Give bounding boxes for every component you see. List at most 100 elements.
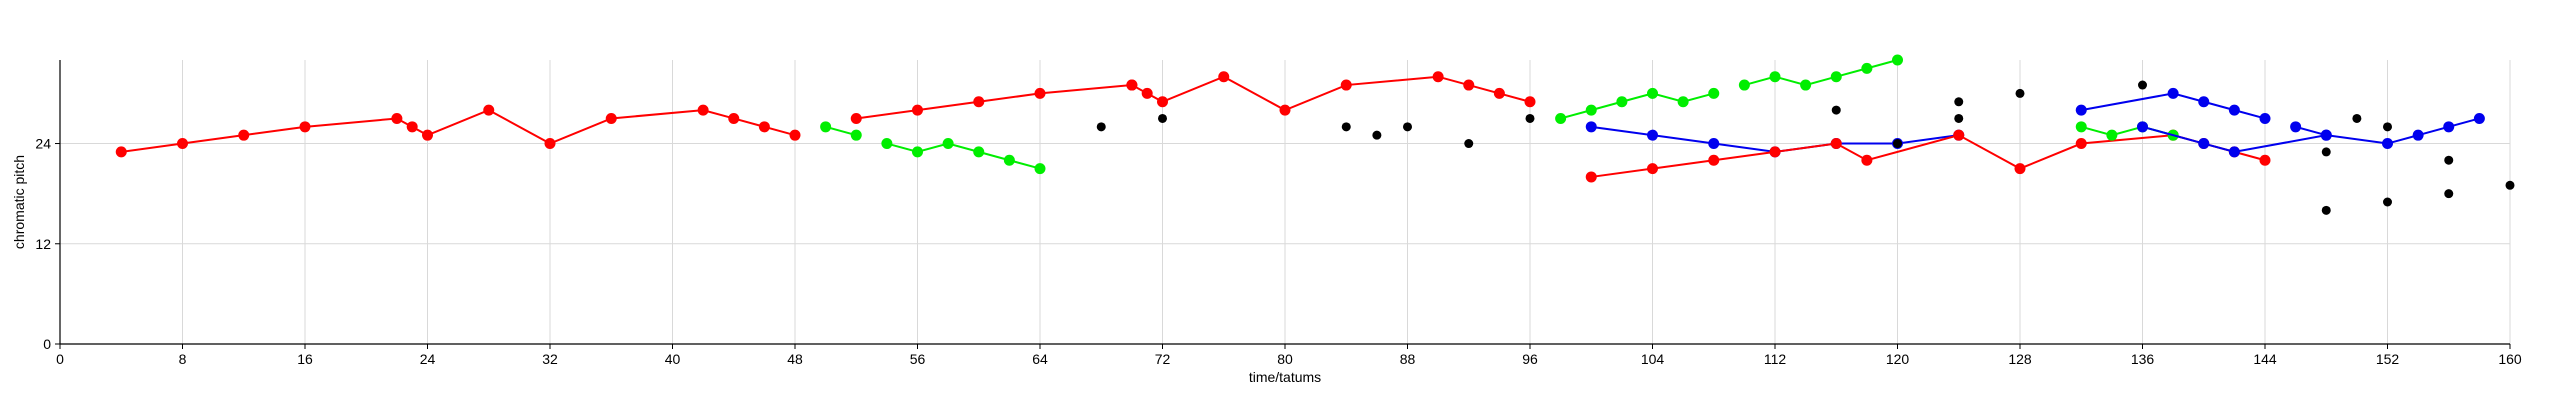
data-point <box>912 104 923 116</box>
data-point <box>2015 88 2025 98</box>
data-point <box>1708 138 1720 150</box>
series-line <box>2142 117 2480 153</box>
data-point <box>1218 71 1230 83</box>
data-point <box>1126 79 1138 91</box>
data-point <box>1708 154 1720 166</box>
data-point <box>1157 96 1168 108</box>
series-green-6 <box>1738 54 1903 91</box>
data-point <box>973 146 985 158</box>
data-point <box>2259 154 2271 166</box>
data-point <box>1647 129 1658 141</box>
grid <box>60 60 2511 344</box>
data-point <box>2382 138 2393 150</box>
data-point <box>1034 163 1046 175</box>
series-red-3 <box>850 71 1536 124</box>
x-tick-label: 32 <box>542 351 558 367</box>
data-point <box>2198 96 2210 108</box>
data-point <box>881 138 893 150</box>
x-tick-label: 144 <box>2253 351 2277 367</box>
data-point <box>1096 122 1106 132</box>
x-tick-label: 8 <box>179 351 187 367</box>
data-point <box>1892 54 1903 66</box>
x-tick-label: 104 <box>1641 351 1665 367</box>
x-tick-label: 120 <box>1886 351 1910 367</box>
data-point <box>2444 189 2454 199</box>
data-point <box>1954 113 1964 123</box>
x-tick-label: 48 <box>787 351 803 367</box>
data-point <box>2075 138 2087 150</box>
data-point <box>605 112 617 124</box>
series-green-2 <box>881 138 1046 175</box>
data-point <box>2473 112 2485 124</box>
data-point <box>728 112 740 124</box>
series-black-4 <box>1096 113 1535 149</box>
series-group <box>115 54 2515 215</box>
x-tick-label: 96 <box>1522 351 1538 367</box>
data-point <box>2228 104 2240 116</box>
data-point <box>2259 112 2271 124</box>
series-line <box>856 75 1531 120</box>
data-point <box>1585 121 1597 133</box>
data-point <box>177 138 188 150</box>
x-tick-label: 72 <box>1155 351 1171 367</box>
data-point <box>1158 113 1167 123</box>
data-point <box>2444 155 2454 165</box>
x-tick-label: 112 <box>1764 351 1787 367</box>
data-point <box>1341 122 1351 132</box>
data-point <box>544 138 556 150</box>
data-point <box>1708 87 1720 99</box>
series-line <box>886 142 1041 170</box>
x-tick-label: 24 <box>420 351 436 367</box>
data-point <box>2138 80 2147 90</box>
series-blue-13 <box>2290 121 2332 141</box>
data-point <box>1585 171 1597 183</box>
series-black-9 <box>1831 80 2515 215</box>
data-point <box>2198 138 2210 150</box>
data-point <box>1432 71 1444 83</box>
series-blue-11 <box>2075 87 2271 124</box>
data-point <box>2321 147 2331 157</box>
data-point <box>1616 96 1628 108</box>
series-line <box>121 109 796 153</box>
data-point <box>1769 146 1781 158</box>
data-point <box>758 121 770 133</box>
tick-labels: 0 8 16 24 32 40 48 56 64 72 80 88 96 104 112 120 128 136 1… <box>35 136 2521 367</box>
data-point <box>1279 104 1291 116</box>
x-tick-label: 136 <box>2131 351 2155 367</box>
data-point <box>2321 205 2331 215</box>
y-axis-label: chromatic pitch <box>11 155 27 249</box>
data-point <box>1861 62 1873 74</box>
data-point <box>1647 87 1658 99</box>
data-point <box>1340 79 1352 91</box>
data-point <box>1003 154 1015 166</box>
data-point <box>1141 87 1153 99</box>
data-point <box>2443 121 2455 133</box>
data-point <box>1647 163 1658 175</box>
data-point <box>912 146 923 158</box>
data-point <box>2320 129 2332 141</box>
series-blue-12 <box>2137 112 2485 158</box>
data-point <box>2383 197 2392 207</box>
data-point <box>1525 113 1535 123</box>
data-point <box>2075 104 2087 116</box>
data-point <box>697 104 709 116</box>
y-tick-label: 24 <box>35 136 51 152</box>
data-point <box>2505 180 2515 190</box>
series-line <box>1560 92 1715 120</box>
data-point <box>2106 129 2118 141</box>
x-tick-label: 16 <box>297 351 313 367</box>
x-tick-label: 160 <box>2498 351 2522 367</box>
data-point <box>2290 121 2302 133</box>
data-point <box>391 112 403 124</box>
series-green-1 <box>820 121 862 141</box>
data-point <box>2014 163 2026 175</box>
series-red-8 <box>1585 129 2271 183</box>
x-axis-label: time/tatums <box>1249 369 1321 385</box>
axes <box>55 60 2511 349</box>
data-point <box>483 104 495 116</box>
data-point <box>2137 121 2148 133</box>
data-point <box>238 129 250 141</box>
data-point <box>942 138 954 150</box>
data-point <box>1585 104 1597 116</box>
